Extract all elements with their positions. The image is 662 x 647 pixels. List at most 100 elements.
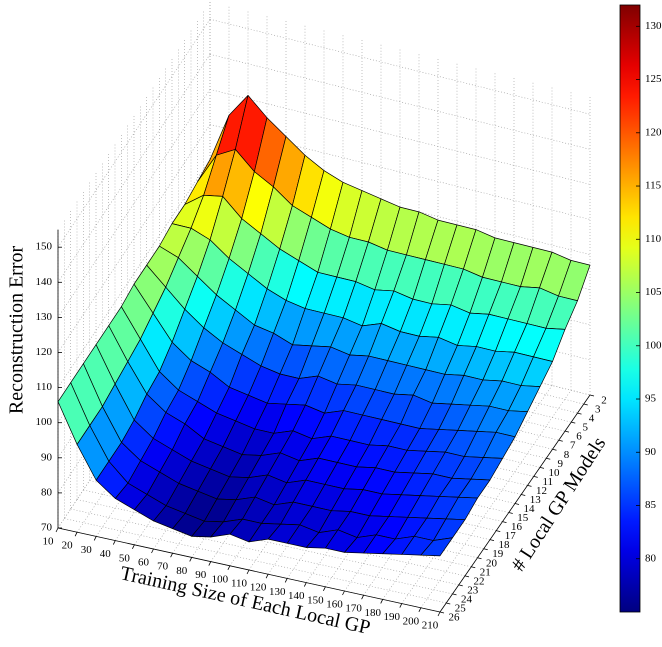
- surface-facet: [420, 537, 453, 557]
- x-tick-label: 10: [43, 536, 55, 548]
- x-tick: [170, 553, 173, 558]
- x-tick: [112, 540, 116, 545]
- axes: 10 20 30 40 50 60 70 80 90 100 110 120 130 140 150 160 1…: [36, 229, 607, 632]
- x-tick: [399, 603, 403, 608]
- y-tick-label: 7: [570, 440, 576, 452]
- colorbar-tick-label: 105: [645, 286, 662, 298]
- x-tick: [303, 582, 307, 587]
- y-tick-label: 14: [524, 503, 536, 515]
- y-tick-label: 24: [461, 593, 473, 605]
- x-tick-label: 60: [138, 557, 150, 569]
- y-tick-label: 8: [564, 449, 570, 461]
- surface: [57, 95, 591, 557]
- x-tick-label: 130: [269, 586, 286, 598]
- grid-line: [209, 124, 591, 220]
- y-tick: [589, 394, 595, 397]
- y-tick: [471, 566, 476, 569]
- y-tick: [564, 430, 570, 433]
- x-tick: [189, 557, 193, 562]
- y-tick-label: 17: [505, 530, 517, 542]
- x-tick: [246, 569, 250, 575]
- y-tick: [552, 448, 557, 451]
- x-tick: [151, 548, 154, 554]
- grid-line: [57, 159, 211, 388]
- x-tick: [418, 607, 422, 612]
- y-tick: [539, 466, 545, 469]
- y-tick-label: 23: [467, 584, 479, 596]
- y-tick-label: 22: [474, 575, 485, 587]
- y-tick: [439, 611, 445, 614]
- x-tick-label: 100: [212, 573, 229, 585]
- z-axis-title: Reconstruction Error: [6, 246, 28, 415]
- x-tick: [284, 578, 288, 583]
- y-tick: [446, 602, 451, 605]
- colorbar-tick-label: 130: [645, 20, 662, 32]
- y-tick-label: 6: [576, 431, 582, 443]
- y-tick: [558, 439, 563, 442]
- x-tick-label: 80: [176, 565, 188, 577]
- y-tick: [489, 539, 495, 542]
- x-tick: [437, 611, 441, 617]
- colorbar-tick-label: 95: [645, 393, 657, 405]
- x-tick-label: 40: [100, 548, 112, 560]
- x-tick: [74, 532, 78, 537]
- y-tick-label: 9: [558, 458, 564, 470]
- x-tick: [323, 586, 326, 591]
- grid-line: [57, 124, 211, 353]
- x-tick-label: 180: [364, 607, 381, 619]
- x-tick-label: 120: [250, 582, 267, 594]
- y-tick: [527, 485, 532, 487]
- y-tick-label: 13: [530, 494, 542, 506]
- x-tick: [342, 590, 345, 596]
- colorbar-tick-label: 115: [645, 180, 662, 192]
- y-tick-label: 20: [486, 557, 498, 569]
- y-tick-label: 2: [601, 395, 607, 407]
- z-tick-label: 90: [41, 451, 53, 463]
- colorbar-tick-label: 125: [645, 73, 662, 85]
- colorbar-tick-label: 85: [645, 499, 657, 511]
- y-tick-label: 26: [449, 612, 461, 624]
- z-tick-label: 80: [41, 486, 53, 498]
- x-tick-label: 30: [81, 544, 93, 556]
- x-tick-label: 160: [326, 599, 343, 611]
- colorbar: [619, 4, 641, 613]
- colorbar-tick-label: 120: [645, 126, 662, 138]
- z-tick-label: 120: [36, 346, 53, 358]
- grid-line: [57, 89, 211, 318]
- colorbar-tick-label: 80: [645, 552, 657, 564]
- y-tick-label: 19: [492, 548, 504, 560]
- y-tick: [533, 475, 538, 478]
- y-tick: [483, 548, 488, 551]
- y-tick-label: 10: [549, 467, 561, 479]
- x-tick-label: 210: [422, 620, 439, 632]
- grid-line: [64, 518, 447, 604]
- x-tick-label: 200: [403, 615, 420, 627]
- x-tick: [227, 565, 231, 570]
- grid-line: [70, 508, 453, 595]
- y-tick: [477, 557, 482, 560]
- x-tick-label: 190: [384, 611, 401, 623]
- y-tick: [577, 412, 582, 415]
- x-tick-label: 110: [231, 578, 248, 590]
- y-tick-label: 11: [542, 476, 553, 488]
- x-tick-label: 140: [288, 590, 305, 602]
- y-tick: [571, 421, 576, 424]
- y-tick: [514, 503, 520, 505]
- grid-line: [76, 304, 230, 533]
- y-tick-label: 15: [517, 512, 529, 524]
- y-tick-label: 12: [536, 485, 547, 497]
- y-tick-label: 5: [583, 422, 589, 434]
- grid-line: [420, 390, 572, 608]
- z-tick-label: 100: [36, 416, 53, 428]
- grid-line: [209, 89, 591, 185]
- y-tick-label: 21: [480, 566, 491, 578]
- x-tick: [208, 561, 212, 566]
- z-tick-label: 110: [36, 381, 53, 393]
- z-tick-label: 150: [36, 241, 53, 253]
- y-tick: [546, 457, 551, 460]
- x-tick: [265, 574, 269, 579]
- y-tick: [521, 494, 526, 496]
- y-tick: [452, 593, 457, 596]
- x-tick-label: 50: [119, 552, 131, 564]
